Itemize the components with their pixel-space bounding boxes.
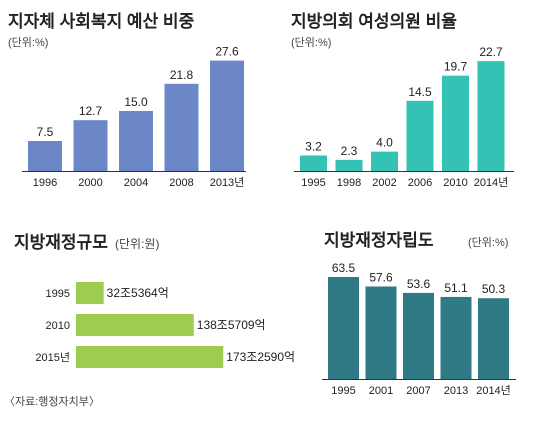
bar-value-label: 173조2590억: [226, 350, 295, 364]
x-tick-label: 2010: [443, 177, 467, 189]
bar-value-label: 19.7: [444, 60, 468, 74]
x-tick-label: 1996: [33, 177, 57, 189]
bar-value-label: 21.8: [170, 68, 194, 82]
x-tick-label: 2007: [406, 385, 430, 397]
y-tick-label: 2015년: [35, 351, 70, 364]
fiscal-scale-unit: (단위:원): [115, 237, 159, 251]
bar-value-label: 3.2: [305, 140, 322, 154]
x-tick-label: 2002: [372, 177, 396, 189]
bar-value-label: 22.7: [479, 45, 503, 59]
bar: [76, 282, 104, 304]
x-tick-label: 2006: [408, 177, 432, 189]
bar-value-label: 12.7: [79, 104, 103, 118]
bar: [164, 83, 199, 171]
x-tick-label: 2014년: [474, 176, 509, 189]
bar: [406, 100, 434, 171]
welfare-chart-title: 지자체 사회복지 예산 비중: [8, 12, 195, 31]
bar-value-label: 63.5: [332, 261, 356, 275]
fiscal-independence-chart: 지방재정자립도 (단위:%) 63.5 1995 57.6 2001 53.6 2007 5…: [322, 231, 516, 397]
bar: [328, 277, 359, 379]
fiscal-scale-chart: 지방재정규모 (단위:원) 32조5364억 1995 138조5709억 2010 1…: [4, 233, 295, 408]
bar: [210, 60, 244, 171]
bar: [28, 141, 62, 171]
x-tick-label: 2008: [169, 177, 193, 189]
bar: [440, 296, 472, 379]
bar-value-label: 7.5: [37, 125, 54, 139]
bar-value-label: 4.0: [376, 136, 393, 150]
source-note: 〈자료:행정자치부〉: [4, 395, 100, 408]
bar-value-label: 32조5364억: [107, 286, 169, 300]
bar: [371, 151, 398, 171]
bar-value-label: 14.5: [408, 85, 432, 99]
bar-value-label: 138조5709억: [197, 318, 266, 332]
y-tick-label: 2010: [46, 320, 70, 332]
bar: [477, 61, 505, 171]
bar-value-label: 27.6: [215, 45, 239, 59]
bar: [73, 120, 108, 171]
councilor-chart-unit: (단위:%): [291, 36, 331, 49]
x-tick-label: 2014년: [476, 384, 511, 397]
bar-value-label: 15.0: [124, 95, 148, 109]
bar-value-label: 53.6: [407, 277, 431, 291]
x-tick-label: 2001: [369, 385, 393, 397]
bar-value-label: 50.3: [482, 282, 506, 296]
fiscal-scale-title: 지방재정규모: [14, 233, 108, 252]
x-tick-label: 2004: [124, 177, 148, 189]
x-tick-label: 1995: [301, 177, 325, 189]
x-tick-label: 1998: [337, 177, 361, 189]
bar: [403, 292, 434, 379]
x-tick-label: 2000: [78, 177, 102, 189]
x-tick-label: 1995: [331, 385, 355, 397]
female-councilor-chart: 지방의회 여성의원 비율 (단위:%) 3.2 1995 2.3 1998 4.0 200…: [291, 12, 514, 189]
bar-value-label: 2.3: [341, 144, 358, 158]
bar: [478, 298, 509, 379]
bar-value-label: 51.1: [444, 281, 468, 295]
bar: [76, 314, 194, 336]
councilor-chart-title: 지방의회 여성의원 비율: [291, 12, 457, 31]
bar: [119, 111, 153, 171]
bar: [365, 286, 397, 379]
bar: [300, 155, 327, 171]
y-tick-label: 1995: [46, 288, 70, 300]
welfare-budget-chart: 지자체 사회복지 예산 비중 (단위:%) 7.5 1996 12.7 2000 15.…: [8, 12, 246, 189]
welfare-chart-unit: (단위:%): [8, 36, 48, 49]
x-tick-label: 2013년: [210, 176, 245, 189]
bar-value-label: 57.6: [369, 270, 393, 284]
x-tick-label: 2013: [444, 385, 468, 397]
bar: [335, 159, 363, 171]
bar: [442, 75, 469, 171]
fiscal-independence-title: 지방재정자립도: [324, 231, 434, 250]
fiscal-independence-unit: (단위:%): [468, 236, 508, 249]
bar: [76, 346, 224, 368]
